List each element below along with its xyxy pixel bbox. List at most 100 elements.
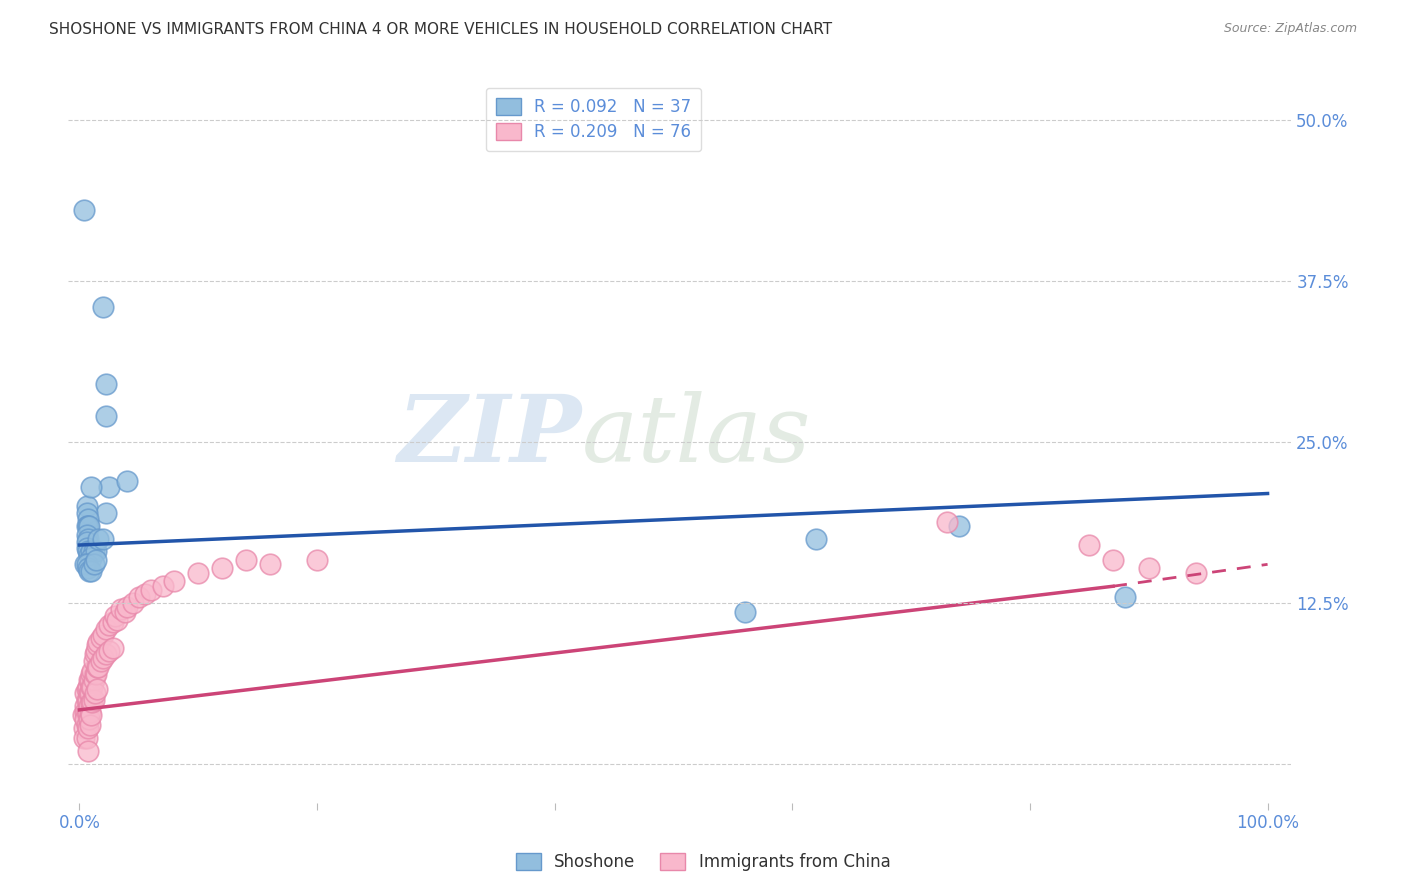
- Point: [82, 665, 104, 679]
- Point: [75, 698, 97, 713]
- Point: [76, 527, 98, 541]
- Point: [73, 731, 96, 746]
- Point: [107, 613, 129, 627]
- Point: [75, 686, 97, 700]
- Point: [1114, 590, 1136, 604]
- Point: [76, 692, 98, 706]
- Point: [77, 564, 100, 578]
- Point: [87, 532, 110, 546]
- Point: [1137, 561, 1160, 575]
- Point: [76, 692, 98, 706]
- Point: [90, 631, 112, 645]
- Point: [80, 564, 103, 578]
- Point: [804, 532, 827, 546]
- Point: [86, 660, 108, 674]
- Point: [83, 648, 105, 662]
- Point: [76, 541, 98, 555]
- Point: [79, 718, 101, 732]
- Point: [83, 558, 105, 572]
- Text: Source: ZipAtlas.com: Source: ZipAtlas.com: [1223, 22, 1357, 36]
- Point: [76, 500, 98, 514]
- Point: [76, 706, 98, 720]
- Point: [87, 634, 110, 648]
- Point: [110, 602, 132, 616]
- Point: [91, 651, 114, 665]
- Point: [187, 566, 209, 581]
- Point: [948, 518, 970, 533]
- Point: [77, 518, 100, 533]
- Point: [91, 300, 114, 314]
- Point: [80, 544, 103, 558]
- Point: [76, 512, 98, 526]
- Point: [76, 721, 98, 735]
- Point: [152, 579, 174, 593]
- Point: [235, 553, 257, 567]
- Point: [77, 698, 100, 713]
- Point: [77, 712, 100, 726]
- Point: [83, 544, 105, 558]
- Point: [83, 673, 105, 688]
- Point: [101, 615, 124, 630]
- Point: [73, 721, 96, 735]
- Point: [75, 712, 97, 726]
- Point: [1078, 538, 1101, 552]
- Point: [80, 695, 103, 709]
- Point: [76, 731, 98, 746]
- Point: [75, 706, 97, 720]
- Point: [163, 574, 186, 588]
- Text: ZIP: ZIP: [398, 391, 582, 481]
- Point: [76, 532, 98, 546]
- Point: [82, 695, 104, 709]
- Point: [76, 518, 98, 533]
- Point: [101, 641, 124, 656]
- Point: [79, 673, 101, 688]
- Point: [79, 686, 101, 700]
- Point: [259, 558, 281, 572]
- Point: [80, 666, 103, 681]
- Point: [734, 605, 756, 619]
- Point: [76, 535, 98, 549]
- Point: [94, 648, 117, 662]
- Text: atlas: atlas: [582, 391, 811, 481]
- Legend: R = 0.092   N = 37, R = 0.209   N = 76: R = 0.092 N = 37, R = 0.209 N = 76: [486, 88, 702, 151]
- Point: [83, 692, 105, 706]
- Point: [76, 680, 98, 694]
- Point: [1102, 553, 1125, 567]
- Point: [86, 639, 108, 653]
- Point: [76, 558, 98, 572]
- Point: [91, 628, 114, 642]
- Legend: Shoshone, Immigrants from China: Shoshone, Immigrants from China: [508, 845, 898, 880]
- Point: [75, 558, 97, 572]
- Text: SHOSHONE VS IMMIGRANTS FROM CHINA 4 OR MORE VEHICLES IN HOUSEHOLD CORRELATION CH: SHOSHONE VS IMMIGRANTS FROM CHINA 4 OR M…: [49, 22, 832, 37]
- Point: [935, 515, 957, 529]
- Point: [76, 706, 98, 720]
- Point: [84, 544, 107, 558]
- Point: [80, 550, 103, 565]
- Point: [211, 561, 233, 575]
- Point: [76, 682, 98, 697]
- Point: [83, 686, 105, 700]
- Point: [115, 599, 138, 614]
- Point: [73, 203, 96, 218]
- Point: [76, 544, 98, 558]
- Point: [76, 506, 98, 520]
- Point: [139, 583, 162, 598]
- Point: [114, 605, 136, 619]
- Point: [98, 643, 121, 657]
- Point: [104, 608, 127, 623]
- Point: [76, 718, 98, 732]
- Point: [80, 680, 103, 694]
- Point: [84, 643, 107, 657]
- Point: [115, 474, 138, 488]
- Point: [86, 682, 108, 697]
- Point: [83, 666, 105, 681]
- Point: [76, 744, 98, 758]
- Point: [79, 706, 101, 720]
- Point: [98, 480, 121, 494]
- Point: [77, 673, 100, 688]
- Point: [84, 553, 107, 567]
- Point: [82, 680, 104, 694]
- Point: [84, 666, 107, 681]
- Point: [1185, 566, 1208, 581]
- Point: [76, 518, 98, 533]
